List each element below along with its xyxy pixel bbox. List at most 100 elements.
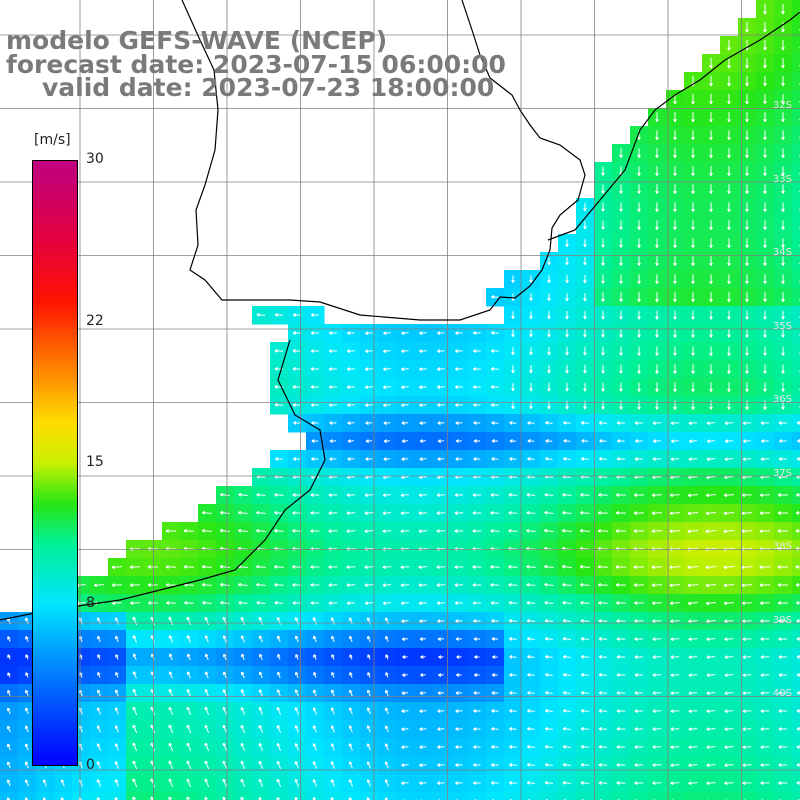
wind-arrow: [781, 220, 785, 230]
wind-arrow: [615, 583, 626, 587]
wind-arrow: [601, 220, 605, 230]
wind-arrow: [168, 616, 174, 626]
wind-arrow: [709, 130, 713, 141]
wind-arrow: [619, 220, 623, 230]
wind-arrow: [330, 689, 335, 697]
wind-arrow: [25, 636, 29, 642]
wind-cell: [792, 270, 800, 289]
wind-arrow: [294, 743, 299, 751]
wind-arrow: [598, 727, 608, 731]
wind-arrow: [705, 601, 716, 606]
wind-arrow: [691, 238, 695, 248]
wind-arrow: [763, 184, 767, 194]
wind-arrow: [436, 493, 446, 497]
wind-arrow: [601, 328, 605, 338]
wind-arrow: [687, 529, 699, 534]
wind-arrow: [401, 421, 409, 425]
wind-arrow: [796, 745, 800, 749]
wind-arrow: [652, 781, 662, 785]
wind-arrow: [384, 743, 389, 751]
wind-arrow: [400, 529, 410, 534]
wind-arrow: [383, 349, 391, 353]
wind-arrow: [204, 671, 209, 679]
wind-arrow: [328, 493, 338, 497]
wind-arrow: [727, 57, 731, 69]
wind-arrow: [419, 367, 427, 371]
wind-arrow: [687, 583, 699, 588]
wind-arrow: [709, 328, 713, 338]
wind-arrow: [741, 511, 753, 516]
wind-arrow: [292, 403, 302, 407]
wind-arrow: [115, 654, 119, 660]
wind-arrow: [294, 635, 299, 643]
wind-cell: [234, 792, 253, 800]
wind-arrow: [597, 529, 609, 533]
wind-arrow: [529, 383, 533, 392]
wind-arrow: [709, 220, 713, 230]
wind-arrow: [238, 510, 248, 515]
latitude-label: 36S: [772, 394, 792, 405]
wind-arrow: [96, 725, 101, 733]
wind-arrow: [276, 742, 281, 751]
wind-arrow: [491, 763, 499, 767]
wind-arrow: [202, 600, 212, 605]
wind-arrow: [580, 673, 589, 677]
wind-arrow: [364, 601, 373, 605]
wind-arrow: [652, 745, 662, 749]
wind-arrow: [401, 691, 409, 695]
wind-arrow: [385, 635, 389, 642]
wind-arrow: [706, 637, 716, 642]
wind-arrow: [527, 655, 535, 659]
wind-arrow: [256, 564, 266, 569]
wind-arrow: [508, 493, 518, 497]
wind-arrow: [529, 311, 533, 320]
wind-arrow: [763, 130, 767, 141]
wind-arrow: [472, 583, 482, 587]
wind-arrow: [509, 637, 517, 641]
wind-arrow: [580, 510, 590, 515]
wind-arrow: [364, 529, 374, 534]
wind-arrow: [547, 311, 551, 320]
wind-arrow: [545, 655, 553, 659]
wind-arrow: [293, 457, 301, 461]
wind-arrow: [778, 673, 788, 677]
wind-arrow: [601, 292, 605, 302]
latitude-label: 40S: [772, 688, 792, 699]
wind-cell: [432, 792, 451, 800]
wind-arrow: [727, 256, 731, 266]
wind-arrow: [705, 583, 717, 588]
wind-arrow: [598, 691, 608, 695]
wind-arrow: [241, 653, 245, 661]
wind-arrow: [329, 421, 337, 425]
wind-arrow: [580, 763, 590, 767]
wind-arrow: [724, 637, 734, 642]
wind-arrow: [705, 529, 717, 534]
wind-arrow: [365, 331, 373, 335]
wind-arrow: [637, 328, 641, 338]
wind-arrow: [240, 635, 245, 643]
wind-arrow: [383, 367, 391, 371]
wind-cell: [594, 792, 613, 800]
wind-arrow: [781, 166, 785, 176]
wind-arrow: [382, 385, 391, 389]
wind-arrow: [633, 583, 645, 587]
wind-arrow: [745, 400, 749, 410]
wind-arrow: [383, 403, 391, 407]
wind-arrow: [709, 256, 713, 266]
wind-arrow: [437, 637, 445, 641]
wind-arrow: [745, 58, 749, 69]
wind-arrow: [580, 709, 589, 713]
wind-arrow: [598, 709, 608, 713]
wind-arrow: [168, 796, 172, 800]
wind-arrow: [349, 672, 353, 678]
wind-cell: [702, 792, 721, 800]
wind-arrow: [276, 725, 281, 733]
wind-arrow: [688, 457, 698, 462]
wind-arrow: [7, 672, 11, 678]
wind-arrow: [472, 511, 482, 515]
wind-cell: [0, 792, 19, 800]
wind-arrow: [673, 382, 677, 392]
wind-arrow: [259, 653, 263, 660]
wind-arrow: [491, 457, 499, 461]
wind-arrow: [544, 600, 554, 605]
